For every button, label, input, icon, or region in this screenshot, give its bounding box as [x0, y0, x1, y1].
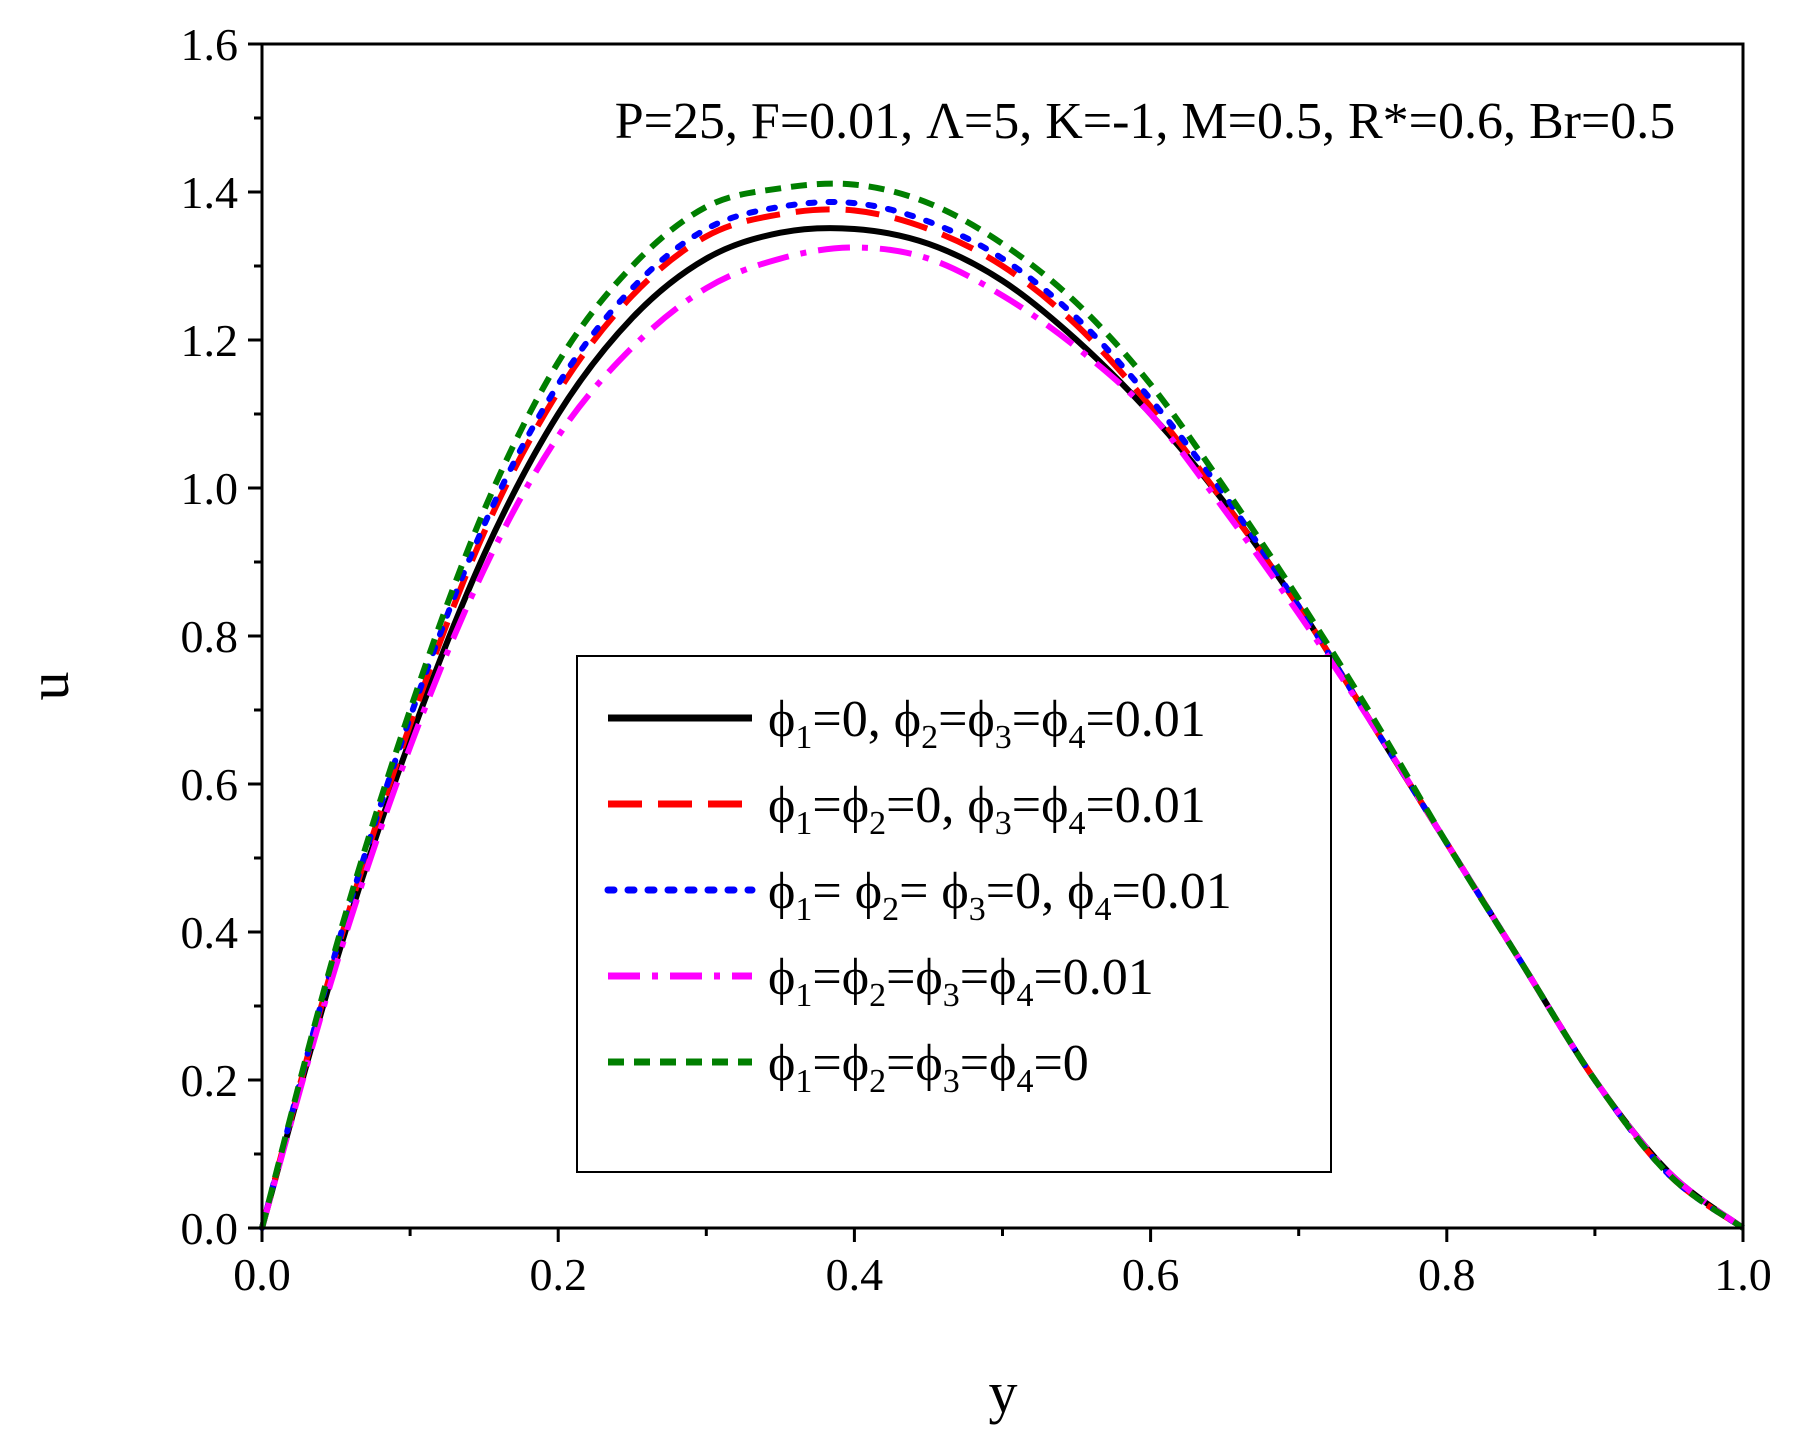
legend-subscript: 1	[795, 719, 812, 756]
legend-subscript: 4	[1016, 1063, 1033, 1100]
tick-layer: 0.0 0.2 0.4 0.6 0.8 1.0 0.0 0.2 0.4 0.6 0.8 1.0 1.2 1…	[181, 19, 1772, 1300]
legend-symbol: ϕ	[967, 777, 994, 834]
x-tick-label: 0.8	[1418, 1249, 1476, 1300]
legend-label-1: ϕ1=0, ϕ2=ϕ3=ϕ4=0.01	[768, 691, 1206, 756]
legend-subscript: 2	[921, 719, 938, 756]
legend-symbol: ϕ	[1041, 691, 1068, 748]
legend-text: =	[1012, 691, 1041, 748]
y-axis-label: u	[16, 672, 81, 701]
x-axis-label: y	[989, 1360, 1018, 1425]
legend-subscript: 2	[869, 1063, 886, 1100]
y-tick-label: 0.0	[181, 1203, 239, 1254]
legend-text: =0.01	[1111, 863, 1231, 920]
legend-text: =	[886, 949, 915, 1006]
legend-symbol: ϕ	[1067, 863, 1094, 920]
legend-subscript: 1	[795, 805, 812, 842]
legend-symbol: ϕ	[1041, 777, 1068, 834]
legend-subscript: 1	[795, 891, 812, 928]
legend-symbol: ϕ	[894, 691, 921, 748]
legend-subscript: 2	[869, 805, 886, 842]
legend-text: =0,	[886, 777, 967, 834]
legend-text: =0,	[986, 863, 1067, 920]
series-line-5	[259, 180, 1745, 1231]
legend-label-4: ϕ1=ϕ2=ϕ3=ϕ4=0.01	[768, 949, 1154, 1014]
legend-subscript: 1	[795, 1063, 812, 1100]
series-layer	[259, 180, 1746, 1231]
legend-subscript: 3	[995, 719, 1012, 756]
legend-subscript: 2	[882, 891, 899, 928]
x-tick-label: 0.6	[1122, 1249, 1180, 1300]
legend-box	[576, 655, 1332, 1173]
legend-symbol: ϕ	[842, 1035, 869, 1092]
y-tick-label: 0.8	[181, 611, 239, 662]
legend-text: =	[812, 777, 841, 834]
legend-text: =	[812, 863, 854, 920]
legend-subscript: 1	[795, 977, 812, 1014]
legend-symbol: ϕ	[842, 777, 869, 834]
legend-symbol: ϕ	[855, 863, 882, 920]
legend-text: =	[899, 863, 941, 920]
legend-symbol: ϕ	[915, 949, 942, 1006]
x-tick-label: 1.0	[1714, 1249, 1772, 1300]
legend-symbol: ϕ	[768, 1035, 795, 1092]
legend-subscript: 4	[1016, 977, 1033, 1014]
legend-text: =	[960, 949, 989, 1006]
x-tick-label: 0.4	[826, 1249, 884, 1300]
legend-symbol: ϕ	[915, 1035, 942, 1092]
legend-symbol: ϕ	[941, 863, 968, 920]
legend-text: =	[812, 949, 841, 1006]
y-tick-label: 1.0	[181, 463, 239, 514]
legend-symbol: ϕ	[768, 863, 795, 920]
legend-subscript: 3	[995, 805, 1012, 842]
parameter-annotation: P=25, F=0.01, Λ=5, K=-1, M=0.5, R*=0.6, …	[615, 93, 1676, 150]
y-tick-label: 1.4	[181, 167, 239, 218]
legend-subscript: 4	[1068, 805, 1085, 842]
legend-symbol: ϕ	[842, 949, 869, 1006]
y-tick-label: 0.4	[181, 907, 239, 958]
legend-subscript: 3	[943, 977, 960, 1014]
legend-text: =	[886, 1035, 915, 1092]
legend-subscript: 3	[969, 891, 986, 928]
y-tick-label: 0.2	[181, 1055, 239, 1106]
legend-symbol: ϕ	[989, 1035, 1016, 1092]
legend-subscript: 3	[943, 1063, 960, 1100]
y-tick-label: 1.6	[181, 19, 239, 70]
series-line-4	[259, 244, 1745, 1231]
legend-label-2: ϕ1=ϕ2=0, ϕ3=ϕ4=0.01	[768, 777, 1206, 842]
legend-text: =0,	[812, 691, 893, 748]
y-tick-label: 1.2	[181, 315, 239, 366]
legend-subscript: 4	[1094, 891, 1111, 928]
legend-text: =0.01	[1085, 691, 1205, 748]
x-tick-label: 0.0	[233, 1249, 291, 1300]
legend-symbol: ϕ	[989, 949, 1016, 1006]
legend-label-3: ϕ1= ϕ2= ϕ3=0, ϕ4=0.01	[768, 863, 1232, 928]
legend-symbol: ϕ	[768, 691, 795, 748]
x-tick-label: 0.2	[529, 1249, 587, 1300]
legend-text: =0.01	[1033, 949, 1153, 1006]
legend-text: =0	[1033, 1035, 1088, 1092]
legend-text: =	[812, 1035, 841, 1092]
legend-symbol: ϕ	[768, 949, 795, 1006]
legend-symbol: ϕ	[768, 777, 795, 834]
legend-label-5: ϕ1=ϕ2=ϕ3=ϕ4=0	[768, 1035, 1089, 1100]
legend-text: =	[1012, 777, 1041, 834]
legend-text: =0.01	[1085, 777, 1205, 834]
legend-text: =	[938, 691, 967, 748]
legend-subscript: 4	[1068, 719, 1085, 756]
legend-text: =	[960, 1035, 989, 1092]
legend-symbol: ϕ	[967, 691, 994, 748]
y-tick-label: 0.6	[181, 759, 239, 810]
legend-subscript: 2	[869, 977, 886, 1014]
